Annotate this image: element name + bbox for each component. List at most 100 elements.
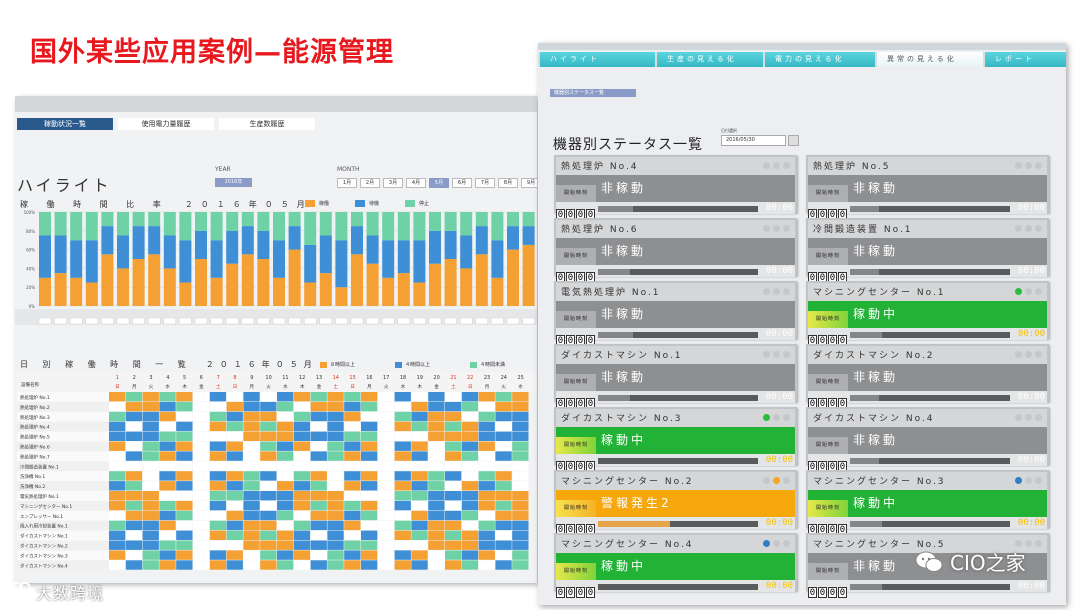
month-button[interactable]: 3月 [383,178,403,188]
bar-segment [163,268,176,306]
tab-report[interactable]: レポート [985,52,1066,67]
heatmap-cell [377,441,395,451]
heatmap-cell [478,560,495,570]
nav-production-history[interactable]: 生産数履歴 [219,118,315,130]
heatmap-cell [109,401,126,412]
machine-card[interactable]: 熱処理炉 No.6 開始時刻 非稼動 0 0 0 0 00:00 [554,218,797,283]
heatmap-cell [327,491,344,501]
month-button[interactable]: 7月 [475,178,495,188]
heatmap-cell [142,491,159,501]
machine-name-cell: ダイカストマシン No.2 [20,543,68,550]
machine-name-cell: 熱処理炉 No.7 [20,453,50,460]
legend-item-standby: 待機 [355,200,379,208]
table-row [17,530,109,541]
tab-anomaly[interactable]: 異常の見える化 [877,52,983,67]
heatmap-cell [277,481,294,491]
heatmap-cell [428,451,445,461]
heatmap-cell [125,461,143,471]
machine-card[interactable]: 冷間鍛造装置 No.1 開始時刻 非稼動 0 0 0 0 00:00 [806,218,1049,283]
machine-name: マシニングセンター No.1 [813,288,946,298]
heatmap-cell [495,560,512,570]
nav-power-history[interactable]: 使用電力量履歴 [118,118,214,130]
machine-card[interactable]: ダイカストマシン No.2 開始時刻 非稼動 0 0 0 0 00:00 [806,344,1049,409]
status-lights [1012,162,1042,170]
heatmap-cell [209,550,227,560]
machine-card[interactable]: マシニングセンター No.4 開始時刻 稼動中 0 0 0 0 00:00 [554,533,797,598]
month-button[interactable]: 4月 [406,178,426,188]
heatmap-cell [445,461,462,471]
tab-highlight[interactable]: ハイライト [540,52,655,67]
year-selector[interactable]: 2016年 [215,178,252,187]
heatmap-cell [394,471,411,481]
month-button[interactable]: 9月 [521,178,537,188]
weekday-label: 金 [199,383,204,390]
heatmap-cell [209,471,227,481]
heatmap-cell [243,510,260,521]
month-button[interactable]: 6月 [452,178,472,188]
bar-segment [335,240,348,288]
heatmap-cell [142,530,159,540]
heatmap-cell [277,550,294,560]
machine-card[interactable]: 電気熱処理炉 No.1 開始時刻 非稼動 0 0 0 0 00:00 [554,281,797,346]
bar-segment [429,230,441,264]
machine-card[interactable]: マシニングセンター No.1 開始時刻 稼動中 0 0 0 0 00:00 [806,281,1049,346]
bar-segment [413,212,426,241]
machine-card[interactable]: マシニングセンター No.3 開始時刻 稼動中 0 0 0 0 00:00 [806,470,1049,535]
timeline-bar [598,458,758,464]
month-button[interactable]: 8月 [498,178,518,188]
machine-card[interactable]: マシニングセンター No.2 開始時刻 警報発生2 0 0 0 0 00:00 [554,470,797,535]
weekday-label: 水 [166,383,171,390]
status-light-icon [1035,540,1042,547]
bar-segment [319,273,332,306]
heatmap-cell [512,491,529,501]
tab-power[interactable]: 電力の見える化 [765,52,875,67]
machine-card[interactable]: 熱処理炉 No.4 開始時刻 非稼動 0 0 0 0 00:00 [554,155,797,220]
heatmap-cell [344,510,361,521]
nav-utilization-overview[interactable]: 稼動状況一覧 [17,118,113,130]
table-row [17,461,109,472]
machine-card[interactable]: ダイカストマシン No.4 開始時刻 非稼動 0 0 0 0 00:00 [806,407,1049,472]
status-light-icon [783,477,790,484]
machine-name-cell: 熱処理炉 No.6 [20,444,50,451]
heatmap-cell [293,500,311,511]
bar-segment [288,212,301,227]
footer-cell [522,317,535,325]
machine-card[interactable]: 熱処理炉 No.5 開始時刻 非稼動 0 0 0 0 00:00 [806,155,1049,220]
status-list-title: 機器別ステータス一覧 [553,137,703,153]
month-button[interactable]: 1月 [337,178,357,188]
machine-name-cell: マシニングセンター No.1 [20,503,72,510]
heatmap-cell [176,481,193,491]
bar-segment [351,212,363,227]
timeline-fill [850,269,879,275]
status-light-icon [1025,540,1032,547]
heatmap-cell [310,421,327,432]
heatmap-cell [478,550,495,560]
machine-status: 非稼動 [853,370,899,384]
tab-production[interactable]: 生産の見える化 [657,52,763,67]
heatmap-cell [428,510,445,521]
bar-segment [39,235,51,278]
bar-segment [351,226,363,255]
date-input[interactable]: 2016/05/30 [721,135,786,146]
heatmap-cell [361,421,378,432]
calendar-button[interactable] [788,135,799,146]
heatmap-cell [512,540,529,550]
start-time-label: 開始時刻 [556,374,596,391]
timeline-fill [850,395,879,401]
heatmap-cell [394,550,411,560]
footer-cell [132,317,145,325]
heatmap-cell [411,560,428,570]
machine-status: 非稼動 [853,244,899,258]
bar-segment [117,212,129,236]
heatmap-cell [495,500,512,511]
heatmap-cell [428,481,445,491]
machine-card[interactable]: ダイカストマシン No.1 開始時刻 非稼動 0 0 0 0 00:00 [554,344,797,409]
bar-segment [148,226,161,255]
month-button[interactable]: 5月 [429,178,449,188]
heatmap-cell [495,540,512,550]
month-button[interactable]: 2月 [360,178,380,188]
timeline-fill [850,332,882,338]
machine-card[interactable]: ダイカストマシン No.3 開始時刻 稼動中 0 0 0 0 00:00 [554,407,797,472]
heatmap-cell [293,491,311,501]
